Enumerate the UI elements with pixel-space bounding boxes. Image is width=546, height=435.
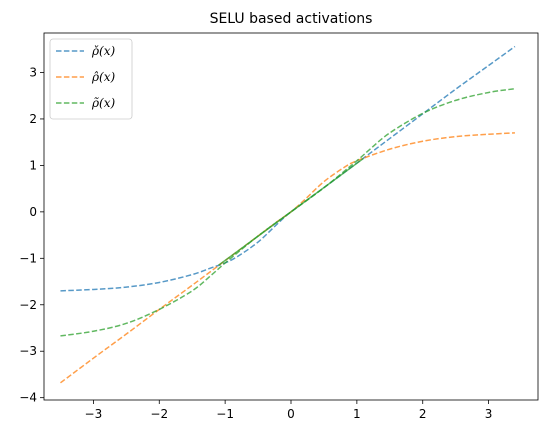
legend-box	[49, 38, 133, 120]
legend-label: ρ̃(x)	[91, 96, 116, 110]
y-axis: −4 −3 −2 −1 0 1 2 3	[19, 65, 44, 405]
y-tick-label: 2	[29, 112, 37, 126]
legend-label: ρ̂(x)	[91, 70, 116, 84]
y-tick-label: 1	[29, 158, 37, 172]
series-line-4	[218, 157, 364, 266]
x-axis: −3 −2 −1 0 1 2 3	[85, 400, 493, 421]
y-tick-label: 3	[29, 65, 37, 79]
legend: ρ̌(x) ρ̂(x) ρ̃(x)	[49, 38, 133, 120]
y-tick-label: 0	[29, 205, 37, 219]
legend-label: ρ̌(x)	[91, 44, 116, 58]
y-tick-label: −3	[19, 344, 37, 358]
x-tick-label: 0	[287, 407, 295, 421]
x-tick-label: 2	[419, 407, 427, 421]
x-tick-label: −2	[150, 407, 168, 421]
series-layer	[60, 45, 516, 384]
y-tick-label: −4	[19, 391, 37, 405]
x-tick-label: 3	[485, 407, 493, 421]
x-tick-label: −3	[85, 407, 103, 421]
y-tick-label: −1	[19, 251, 37, 265]
y-tick-label: −2	[19, 298, 37, 312]
x-tick-label: −1	[216, 407, 234, 421]
series-line-3	[60, 88, 516, 337]
chart-title: SELU based activations	[210, 11, 373, 27]
x-tick-label: 1	[353, 407, 361, 421]
